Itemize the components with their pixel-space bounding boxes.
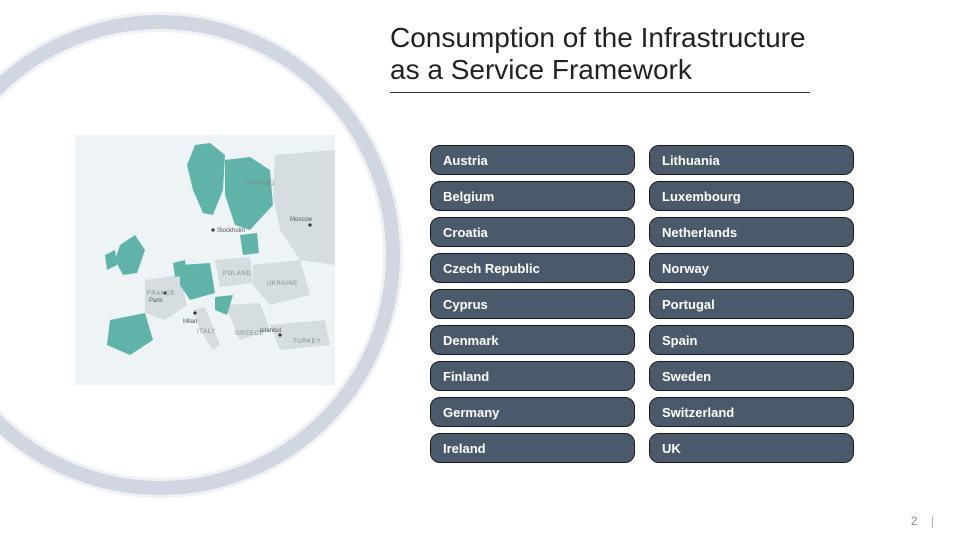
country-chip: Finland — [430, 361, 635, 391]
country-chip: Germany — [430, 397, 635, 427]
footer-divider: | — [931, 514, 934, 528]
country-grid: Austria Lithuania Belgium Luxembourg Cro… — [430, 145, 854, 463]
country-chip: Lithuania — [649, 145, 854, 175]
europe-map-svg: Stockholm Moscow Paris Milan Istanbul FI… — [75, 135, 335, 385]
country-chip: Netherlands — [649, 217, 854, 247]
svg-text:UKRAINE: UKRAINE — [267, 281, 298, 287]
page-number: 2 — [911, 514, 918, 528]
country-chip: Luxembourg — [649, 181, 854, 211]
country-chip: Norway — [649, 253, 854, 283]
country-chip: Sweden — [649, 361, 854, 391]
slide-title: Consumption of the Infrastructure as a S… — [390, 22, 810, 93]
svg-text:ITALY: ITALY — [197, 329, 216, 335]
country-chip: Denmark — [430, 325, 635, 355]
svg-text:Milan: Milan — [183, 319, 197, 325]
country-chip: Spain — [649, 325, 854, 355]
country-chip: Switzerland — [649, 397, 854, 427]
country-chip: Croatia — [430, 217, 635, 247]
svg-text:Stockholm: Stockholm — [217, 228, 245, 234]
svg-text:FRANCE: FRANCE — [147, 291, 175, 297]
svg-text:GREECE: GREECE — [235, 331, 264, 337]
country-chip: Cyprus — [430, 289, 635, 319]
svg-text:TURKEY: TURKEY — [293, 339, 321, 345]
country-chip: Portugal — [649, 289, 854, 319]
svg-text:POLAND: POLAND — [223, 271, 251, 277]
country-chip: UK — [649, 433, 854, 463]
country-chip: Czech Republic — [430, 253, 635, 283]
country-chip: Ireland — [430, 433, 635, 463]
country-chip: Belgium — [430, 181, 635, 211]
slide: Stockholm Moscow Paris Milan Istanbul FI… — [0, 0, 960, 540]
europe-map: Stockholm Moscow Paris Milan Istanbul FI… — [75, 135, 335, 385]
footer: 2 | — [911, 514, 934, 528]
country-chip: Austria — [430, 145, 635, 175]
svg-text:FINLAND: FINLAND — [245, 181, 275, 187]
svg-text:Paris: Paris — [149, 298, 163, 304]
svg-text:Moscow: Moscow — [290, 217, 313, 223]
